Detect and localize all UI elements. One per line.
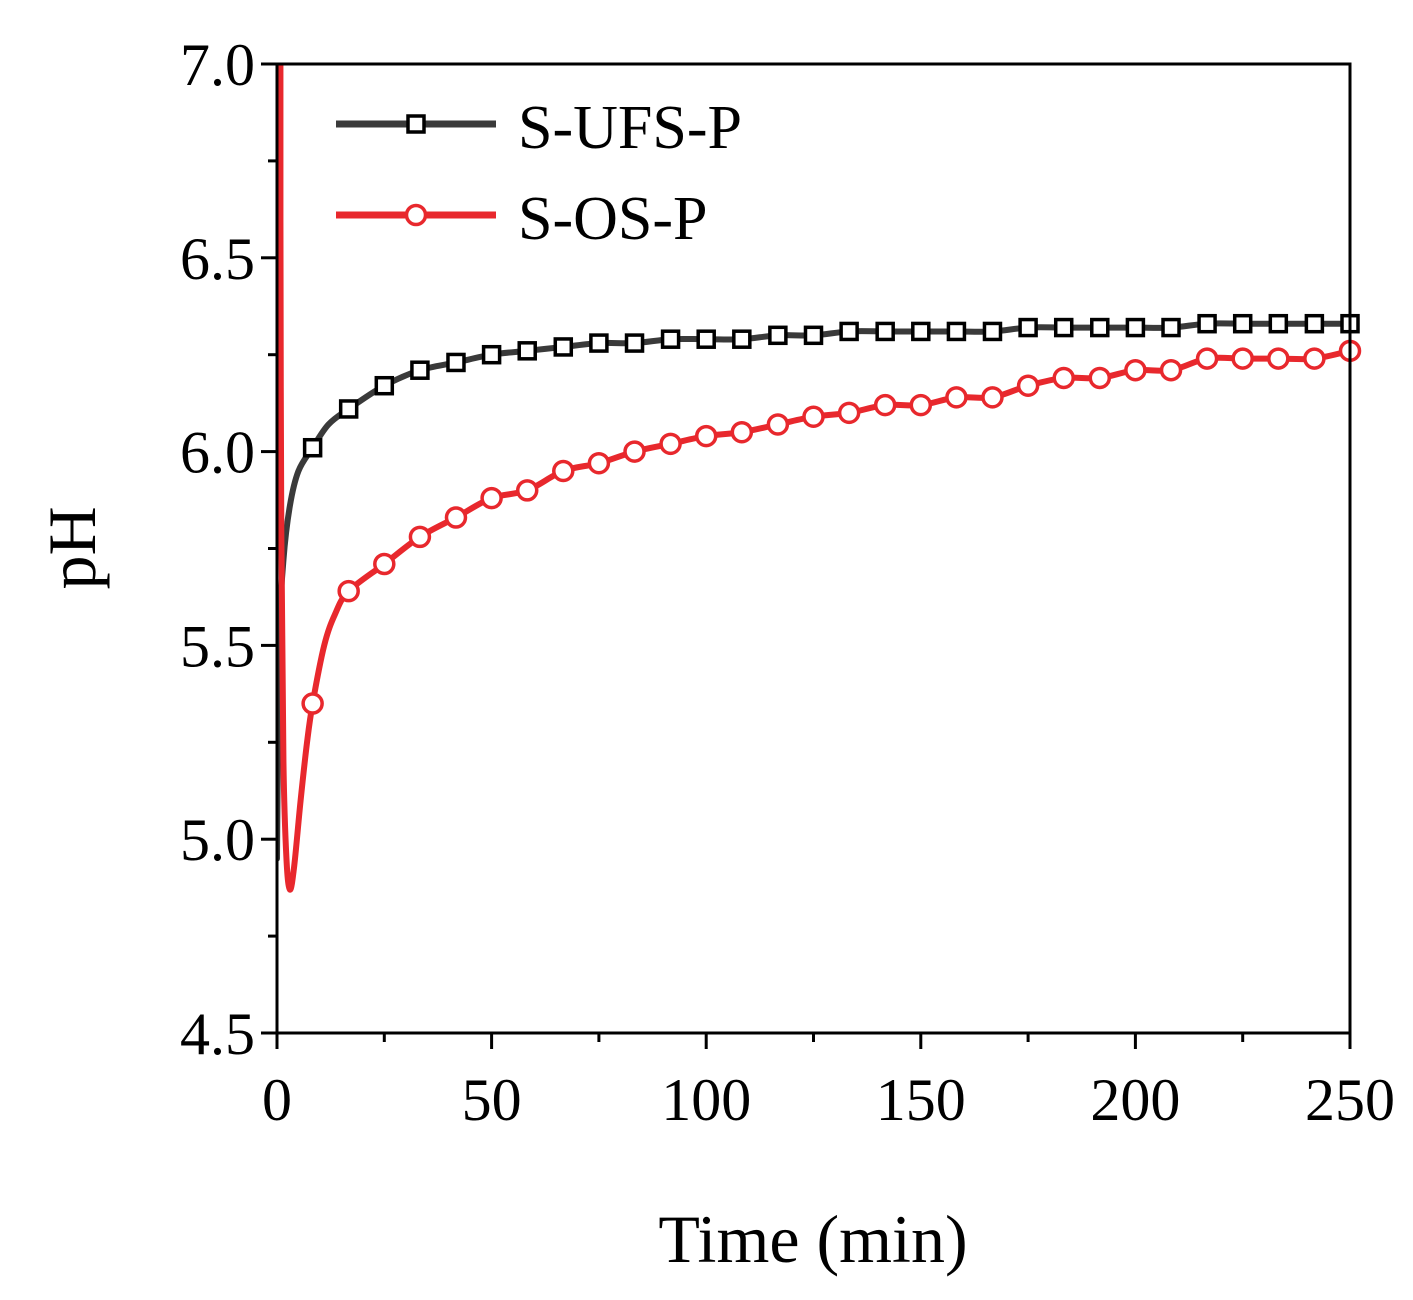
x-tick-label-0: 0 — [262, 1067, 292, 1133]
marker-s-os-p-2 — [373, 552, 396, 576]
legend: S-UFS-P S-OS-P — [336, 94, 742, 253]
marker-s-os-p-6 — [515, 479, 539, 502]
marker-s-os-p-11 — [694, 424, 718, 448]
marker-s-os-p-3 — [408, 525, 432, 549]
marker-s-ufs-p-20 — [1018, 317, 1038, 338]
marker-s-ufs-p-5 — [481, 344, 502, 365]
marker-s-ufs-p-9 — [624, 333, 645, 353]
legend-label-s-ufs-p: S-UFS-P — [518, 94, 742, 162]
x-tick-label-50: 50 — [462, 1067, 522, 1133]
marker-s-ufs-p-6 — [517, 341, 537, 361]
marker-s-ufs-p-13 — [768, 325, 788, 346]
marker-s-ufs-p-7 — [553, 337, 574, 357]
x-axis-title: Time (min) — [658, 1201, 967, 1277]
marker-s-os-p-15 — [837, 401, 861, 425]
marker-s-os-p-1 — [337, 579, 360, 603]
marker-s-ufs-p-19 — [982, 321, 1003, 342]
y-tick-label-5.5: 5.5 — [180, 613, 255, 679]
marker-s-ufs-p-12 — [732, 329, 752, 349]
marker-s-ufs-p-22 — [1090, 317, 1110, 338]
marker-s-ufs-p-24 — [1161, 317, 1181, 338]
marker-s-os-p-16 — [873, 393, 897, 417]
marker-s-os-p-24 — [1159, 358, 1183, 382]
legend-label-s-os-p: S-OS-P — [518, 185, 708, 253]
marker-s-os-p-22 — [1088, 366, 1112, 390]
marker-s-ufs-p-1 — [338, 399, 359, 419]
marker-s-os-p-0 — [301, 692, 324, 715]
marker-s-os-p-27 — [1267, 347, 1290, 370]
y-tick-label-7: 7.0 — [180, 32, 255, 98]
legend-marker-s-os-p — [404, 203, 428, 227]
marker-s-os-p-26 — [1231, 347, 1254, 370]
marker-s-os-p-5 — [480, 486, 503, 510]
marker-s-ufs-p-25 — [1197, 313, 1217, 334]
marker-s-os-p-25 — [1195, 347, 1219, 370]
marker-s-os-p-28 — [1303, 347, 1326, 370]
x-tick-label-100: 100 — [661, 1067, 751, 1133]
marker-s-ufs-p-26 — [1232, 313, 1253, 334]
axes-layer: 0 50 100 150 200 250 4.5 5.0 5.5 6.0 6.5 7.0 — [180, 32, 1395, 1133]
marker-s-os-p-21 — [1052, 366, 1075, 390]
marker-s-ufs-p-0 — [302, 437, 323, 458]
y-tick-label-4.5: 4.5 — [180, 1001, 255, 1067]
marker-s-ufs-p-10 — [660, 329, 681, 349]
marker-s-os-p-14 — [802, 405, 825, 428]
marker-s-os-p-7 — [552, 459, 575, 483]
marker-s-os-p-9 — [623, 440, 646, 463]
marker-s-os-p-19 — [981, 386, 1004, 409]
marker-s-ufs-p-3 — [410, 360, 430, 380]
marker-s-ufs-p-23 — [1125, 317, 1146, 338]
marker-s-ufs-p-11 — [696, 329, 716, 349]
y-axis-title: pH — [34, 506, 110, 589]
marker-s-os-p-8 — [587, 451, 611, 475]
marker-s-ufs-p-27 — [1268, 313, 1289, 334]
marker-s-os-p-17 — [909, 393, 933, 417]
marker-s-os-p-10 — [659, 432, 682, 456]
x-tick-label-250: 250 — [1305, 1067, 1395, 1133]
x-tick-label-150: 150 — [876, 1067, 966, 1133]
x-tick-label-200: 200 — [1090, 1067, 1180, 1133]
marker-s-os-p-13 — [766, 413, 790, 436]
marker-s-ufs-p-28 — [1304, 313, 1325, 334]
marker-s-os-p-20 — [1016, 374, 1040, 397]
marker-s-ufs-p-8 — [589, 333, 609, 353]
marker-s-ufs-p-4 — [446, 352, 466, 373]
marker-s-os-p-23 — [1124, 358, 1147, 382]
marker-s-ufs-p-2 — [374, 375, 395, 396]
y-tick-label-6: 6.0 — [180, 420, 255, 486]
legend-marker-s-ufs-p — [406, 114, 426, 134]
marker-s-ufs-p-16 — [875, 321, 895, 342]
marker-s-ufs-p-17 — [911, 321, 931, 342]
marker-s-os-p-12 — [730, 420, 754, 444]
marker-layer — [301, 313, 1362, 715]
marker-s-ufs-p-14 — [803, 325, 824, 346]
marker-s-os-p-18 — [945, 386, 968, 409]
y-tick-label-5: 5.0 — [180, 807, 255, 873]
marker-s-ufs-p-21 — [1053, 317, 1074, 338]
marker-s-ufs-p-15 — [839, 321, 859, 342]
y-tick-label-6.5: 6.5 — [180, 226, 255, 292]
marker-s-os-p-4 — [444, 506, 468, 529]
marker-s-ufs-p-18 — [946, 321, 967, 342]
